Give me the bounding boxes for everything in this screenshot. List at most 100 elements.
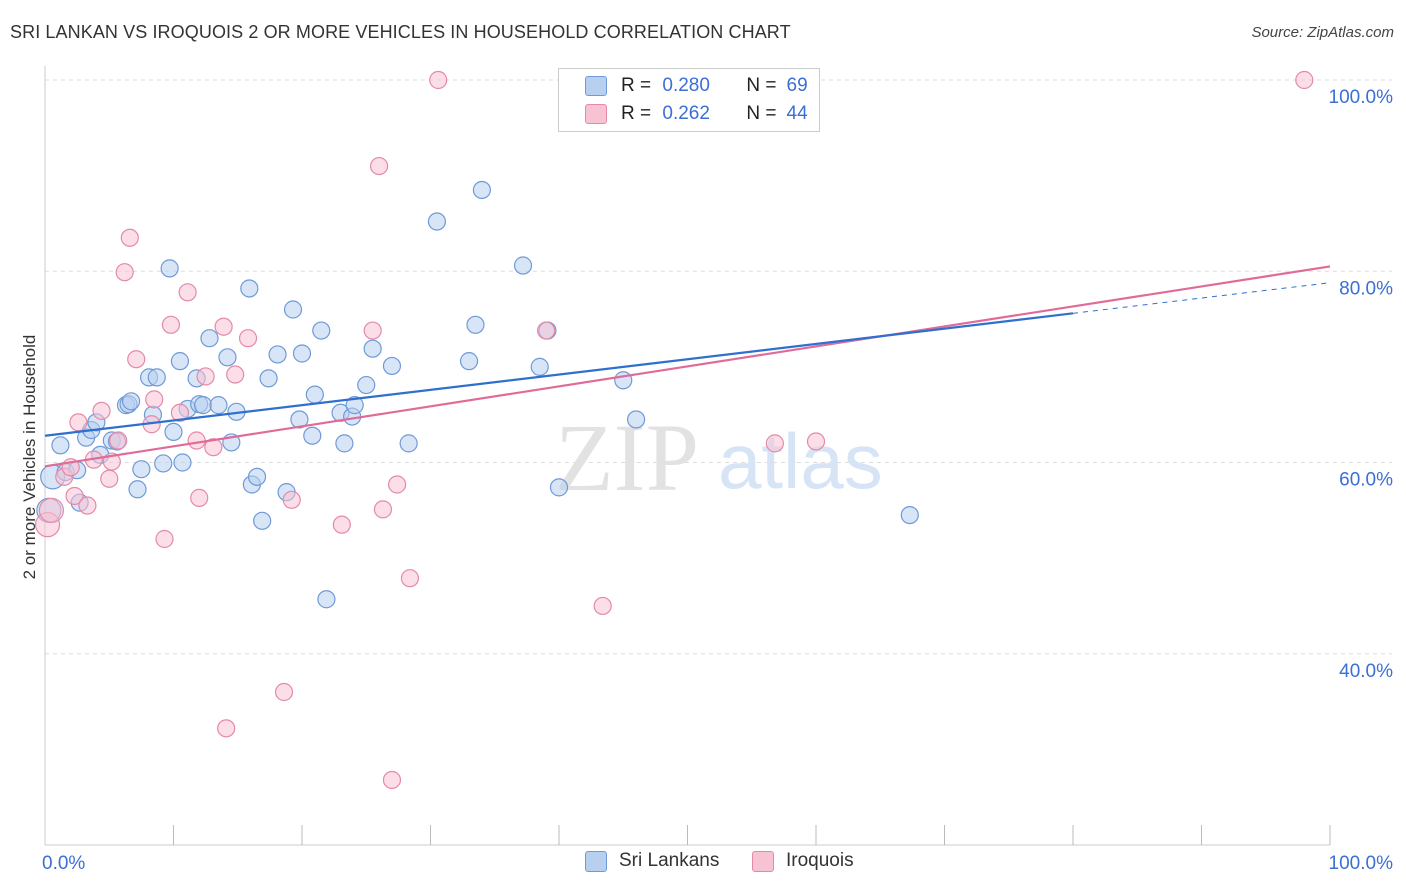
iroquois-point — [69, 413, 88, 432]
y-tick-label: 40.0% — [1339, 661, 1393, 682]
iroquois-point — [537, 321, 556, 340]
sri-lankans-point — [357, 375, 376, 395]
sri-lankans-point — [317, 590, 336, 609]
bottom-legend-sri-lankans: Sri Lankans — [585, 850, 719, 872]
sri-lankans-point — [459, 352, 479, 371]
legend-r-value: 0.262 — [662, 103, 710, 124]
x-tick-label: 0.0% — [42, 853, 85, 874]
x-tick-label: 100.0% — [1329, 853, 1394, 874]
sri-lankans-point — [345, 396, 364, 415]
iroquois-point — [387, 475, 407, 494]
sri-lankans-point — [170, 352, 190, 371]
legend-row-iroquois: R = 0.262 N = 44 — [585, 103, 808, 125]
sri-lankans-point — [303, 426, 322, 445]
legend-r-label: R = — [621, 75, 652, 96]
legend-n-value: 44 — [786, 103, 808, 124]
sri-lankans-point — [253, 511, 272, 530]
y-tick-label: 80.0% — [1339, 278, 1393, 299]
legend-r-value: 0.280 — [662, 75, 710, 96]
bottom-legend-swatch-pink — [752, 850, 774, 872]
iroquois-point — [196, 367, 215, 386]
sri-lankans-point — [472, 180, 491, 200]
bottom-legend-iroquois: Iroquois — [752, 850, 854, 872]
sri-lankans-point — [399, 434, 418, 453]
iroquois-point — [363, 321, 382, 340]
legend-r-label: R = — [621, 103, 652, 124]
legend-row-sri-lankans: R = 0.280 N = 69 — [585, 75, 808, 97]
iroquois-point — [109, 431, 128, 450]
sri-lankans-point — [193, 396, 213, 415]
iroquois-point — [429, 70, 448, 90]
axes — [44, 66, 1331, 846]
iroquois-trend-line — [44, 265, 1331, 468]
iroquois-point — [127, 350, 146, 369]
sri-lankans-point — [513, 256, 533, 275]
iroquois-point — [400, 569, 420, 588]
sri-lankans-point — [466, 315, 485, 334]
sri-lankans-trend-line — [44, 312, 1074, 437]
sri-lankans-point — [51, 436, 70, 455]
bottom-legend-label: Iroquois — [786, 850, 854, 871]
iroquois-point — [226, 365, 245, 384]
sri-lankans-point — [335, 434, 354, 453]
iroquois-point — [100, 469, 119, 488]
watermark-atlas: atlas — [718, 417, 883, 505]
iroquois-point — [161, 315, 181, 334]
iroquois-point — [217, 719, 236, 738]
sri-lankans-point — [128, 480, 147, 499]
sri-lankans-point — [626, 410, 646, 429]
chart-title: SRI LANKAN VS IROQUOIS 2 OR MORE VEHICLE… — [10, 22, 791, 42]
iroquois-point — [373, 500, 393, 519]
iroquois-point — [806, 432, 826, 451]
sri-lankans-point — [614, 371, 633, 390]
tick-labels: 40.0% 60.0% 80.0% 100.0% 0.0% 100.0% — [42, 87, 1393, 874]
y-tick-label: 100.0% — [1329, 87, 1394, 108]
legend-n-label: N = — [746, 103, 777, 124]
iroquois-point — [274, 682, 294, 702]
sri-lankans-point — [427, 212, 447, 231]
sri-lankans-point — [312, 321, 331, 340]
sri-lankans-point — [900, 505, 919, 525]
y-tick-label: 60.0% — [1339, 470, 1393, 491]
bottom-legend-swatch-blue — [585, 850, 607, 872]
iroquois-point — [115, 263, 134, 282]
correlation-legend: R = 0.280 N = 69 R = 0.262 N = 44 — [558, 68, 820, 132]
sri-lankans-point — [132, 460, 151, 479]
bottom-legend-label: Sri Lankans — [619, 850, 720, 871]
iroquois-point — [65, 486, 84, 506]
grid-lines — [45, 79, 1392, 655]
sri-lankans-point — [240, 279, 259, 298]
legend-n-value: 69 — [786, 75, 808, 96]
watermark: ZIP atlas — [555, 404, 883, 511]
legend-n-label: N = — [746, 75, 777, 96]
iroquois-point — [145, 390, 164, 409]
y-axis-label: 2 or more Vehicles in Household — [20, 335, 39, 580]
iroquois-point — [238, 329, 258, 348]
iroquois-point — [38, 497, 65, 523]
iroquois-point — [282, 490, 301, 509]
trend-lines — [44, 265, 1331, 468]
sri-lankans-point — [363, 339, 382, 358]
sri-lankans-point — [173, 453, 192, 472]
watermark-zip: ZIP — [555, 404, 699, 511]
iroquois-point — [120, 228, 139, 247]
iroquois-point — [382, 770, 402, 790]
sri-lankans-point — [283, 300, 303, 319]
sri-lankans-point — [259, 369, 278, 388]
sri-lankans-point — [164, 422, 183, 441]
sri-lankans-point — [147, 368, 166, 387]
legend-swatch-pink — [585, 104, 607, 124]
iroquois-point — [765, 434, 784, 453]
legend-swatch-blue — [585, 76, 607, 96]
iroquois-point — [370, 156, 389, 176]
sri-lankans-point — [218, 348, 237, 367]
sri-lankans-point — [154, 454, 173, 473]
iroquois-point — [78, 496, 97, 515]
iroquois-point — [593, 596, 612, 616]
iroquois-point — [204, 438, 223, 457]
iroquois-point — [178, 283, 197, 302]
sri-lankans-point — [200, 329, 219, 348]
sri-lankans-point — [549, 478, 569, 497]
sri-lankans-point — [382, 356, 402, 376]
